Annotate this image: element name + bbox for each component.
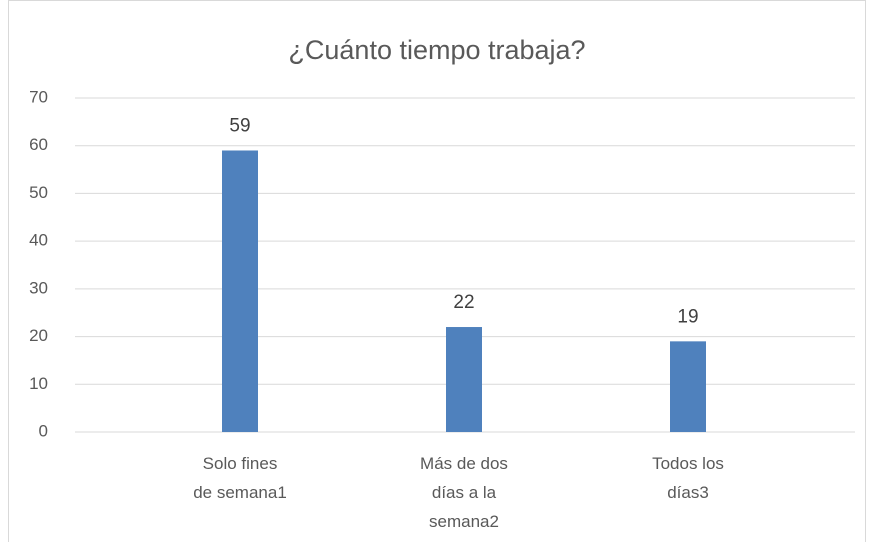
bar [446, 327, 482, 432]
y-tick-label: 50 [29, 183, 48, 202]
x-tick-label: Más de dos días a la semana2 [420, 454, 508, 531]
chart-title: ¿Cuánto tiempo trabaja? [288, 35, 585, 65]
y-tick-label: 30 [29, 278, 48, 297]
x-tick-label: Todos los días3 [652, 454, 724, 502]
y-tick-label: 10 [29, 374, 48, 393]
data-label: 59 [229, 116, 250, 137]
x-tick-label: Solo fines de semana1 [193, 454, 287, 502]
bar [670, 341, 706, 432]
bar [222, 150, 258, 432]
y-tick-label: 0 [39, 421, 48, 440]
data-label: 19 [677, 306, 698, 327]
data-label: 22 [453, 292, 474, 313]
y-tick-label: 70 [29, 87, 48, 106]
y-tick-label: 20 [29, 326, 48, 345]
y-tick-label: 60 [29, 135, 48, 154]
y-tick-label: 40 [29, 231, 48, 250]
chart-border [8, 0, 866, 542]
